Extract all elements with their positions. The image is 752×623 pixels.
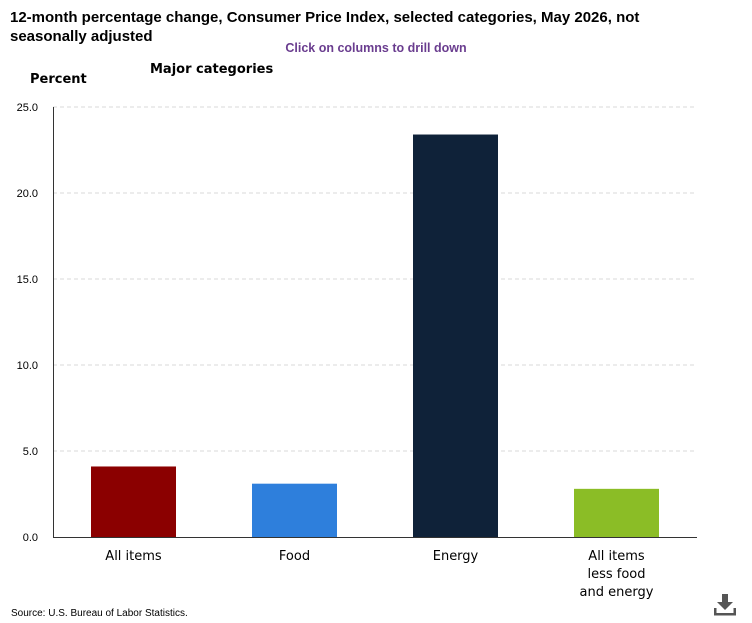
y-tick-label: 15.0	[17, 274, 38, 286]
x-tick-label: Food	[279, 549, 310, 564]
gridlines	[53, 106, 697, 452]
chart-title: 12-month percentage change, Consumer Pri…	[10, 9, 640, 45]
y-tick-label: 20.0	[17, 188, 38, 200]
y-axis-ticks: 0.0 5.0 10.0 15.0 20.0 25.0	[17, 102, 38, 544]
x-tick-label: Energy	[433, 549, 479, 564]
x-axis-labels: All items Food Energy All items less food and…	[105, 549, 653, 600]
x-tick-label: and energy	[580, 585, 654, 600]
x-tick-label: less food	[587, 567, 645, 582]
download-icon	[714, 594, 736, 616]
bar-food[interactable]	[252, 483, 337, 537]
bar-all-items[interactable]	[91, 466, 176, 537]
bar-energy[interactable]	[413, 134, 498, 537]
source-note: Source: U.S. Bureau of Labor Statistics.	[11, 608, 188, 619]
bars	[91, 134, 659, 537]
x-tick-label: All items	[588, 549, 645, 564]
bar-all-items-less-food-and-energy[interactable]	[574, 488, 659, 537]
y-tick-label: 0.0	[23, 532, 38, 544]
download-button[interactable]	[712, 591, 738, 617]
y-tick-label: 5.0	[23, 446, 38, 458]
y-tick-label: 25.0	[17, 102, 38, 114]
drilldown-hint: Click on columns to drill down	[285, 41, 467, 55]
chart-subtitle: Major categories	[150, 62, 274, 77]
x-tick-label: All items	[105, 549, 162, 564]
y-tick-label: 10.0	[17, 360, 38, 372]
y-axis-title: Percent	[30, 72, 87, 87]
